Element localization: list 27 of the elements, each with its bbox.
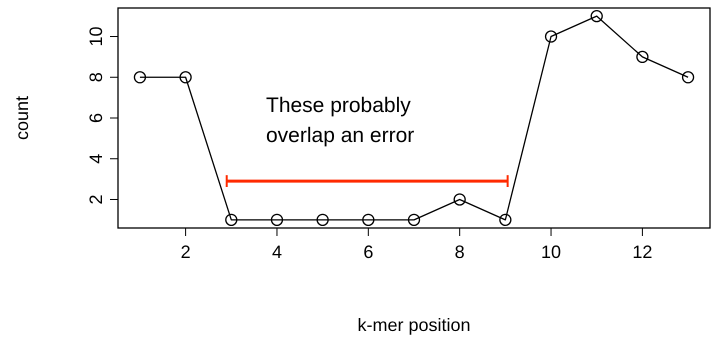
x-tick-label: 8 bbox=[454, 242, 465, 262]
point bbox=[499, 214, 512, 226]
point bbox=[544, 30, 558, 43]
y-tick-label: 6 bbox=[86, 112, 106, 124]
point bbox=[454, 193, 466, 206]
point bbox=[590, 10, 603, 22]
x-axis-title: k-mer position bbox=[357, 315, 471, 335]
x-tick-label: 4 bbox=[272, 242, 282, 262]
y-tick-label: 2 bbox=[86, 194, 106, 204]
x-tick-label: 12 bbox=[632, 242, 652, 262]
y-tick-label: 4 bbox=[86, 154, 106, 164]
y-tick-label: 8 bbox=[86, 72, 106, 82]
x-tick-label: 10 bbox=[541, 242, 562, 262]
x-tick-label: 2 bbox=[180, 242, 191, 262]
point bbox=[362, 214, 374, 226]
point bbox=[225, 214, 238, 226]
point bbox=[408, 214, 420, 226]
x-tick-label: 6 bbox=[363, 242, 374, 262]
point bbox=[316, 214, 329, 226]
point bbox=[270, 214, 284, 226]
point bbox=[179, 71, 192, 84]
y-axis-title: count bbox=[12, 96, 32, 140]
point bbox=[682, 71, 694, 84]
annotation: These probably overlap an error bbox=[266, 94, 414, 147]
y-tick-label: 10 bbox=[86, 26, 106, 47]
point bbox=[134, 71, 146, 84]
point bbox=[636, 50, 649, 64]
